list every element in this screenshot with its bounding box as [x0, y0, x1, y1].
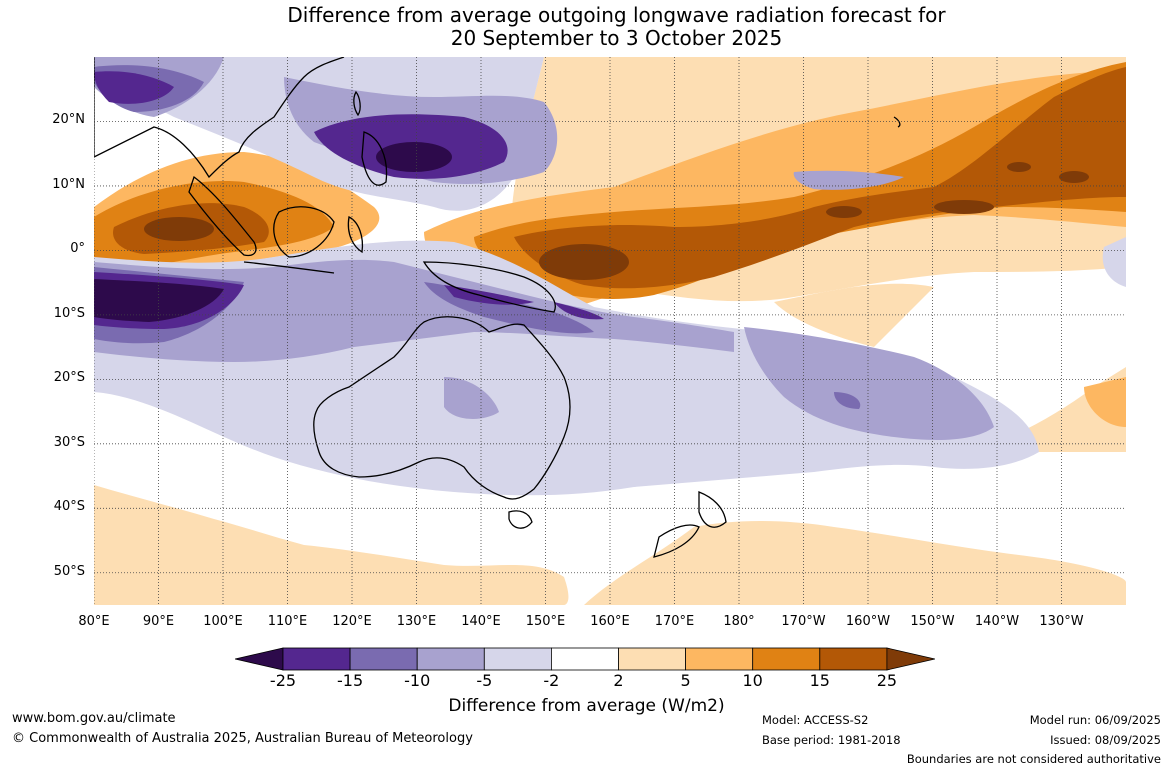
longitude-label: 110°E	[267, 614, 308, 629]
longitude-label: 80°E	[78, 614, 110, 629]
colorbar-segment	[550, 647, 619, 671]
colorbar-tick-label: -2	[543, 671, 560, 690]
colorbar-tick-label: 10	[742, 671, 763, 690]
latitude-label: 20°N	[52, 112, 85, 128]
model-text: Model: ACCESS-S2	[762, 713, 869, 727]
colorbar-tick-label: -15	[337, 671, 364, 690]
anomaly-extreme-negative	[94, 142, 452, 322]
colorbar-segment	[752, 647, 821, 671]
website-text: www.bom.gov.au/climate	[12, 711, 176, 726]
colorbar-tick-label: -10	[404, 671, 431, 690]
longitude-label: 170°E	[654, 614, 695, 629]
longitude-label: 170°W	[781, 614, 826, 629]
longitude-label: 130°E	[396, 614, 437, 629]
colorbar-arrow-high	[886, 647, 935, 671]
longitude-label: 160°W	[845, 614, 891, 629]
title-line-1: Difference from average outgoing longwav…	[287, 3, 946, 27]
colorbar-segment	[349, 647, 418, 671]
anomaly-southern-weak-positive	[94, 367, 1126, 605]
coastlines	[94, 57, 901, 558]
latitude-label: 10°N	[52, 176, 85, 192]
latitude-label: 10°S	[53, 305, 85, 321]
longitude-label: 140°W	[974, 614, 1020, 629]
disclaimer-text: Boundaries are not considered authoritat…	[906, 752, 1161, 766]
longitude-label: 180°	[723, 614, 755, 629]
model-run-text: Model run: 06/09/2025	[1029, 713, 1161, 727]
anomaly-map	[94, 57, 1126, 605]
latitude-label: 0°	[70, 241, 85, 257]
longitude-label: 100°E	[203, 614, 243, 629]
latitude-label: 40°S	[53, 499, 85, 515]
longitude-label: 140°E	[461, 614, 501, 629]
issued-text: Issued: 08/09/2025	[1050, 733, 1161, 747]
graticule	[94, 57, 1126, 605]
colorbar-segment	[483, 647, 552, 671]
colorbar-arrow-low	[235, 647, 284, 671]
colorbar-segment	[282, 647, 351, 671]
colorbar-segment	[685, 647, 754, 671]
map-panel	[94, 57, 1126, 605]
colorbar-label: Difference from average (W/m2)	[448, 696, 725, 716]
longitude-label: 150°E	[525, 614, 566, 629]
longitude-label: 130°W	[1039, 614, 1084, 629]
title-line-2: 20 September to 3 October 2025	[450, 26, 783, 50]
anomaly-extreme-positive	[144, 162, 1089, 280]
colorbar-tick-label: 5	[680, 671, 691, 690]
longitude-label: 90°E	[142, 614, 175, 629]
colorbar	[235, 647, 935, 671]
colorbar-tick-label: 15	[809, 671, 830, 690]
colorbar-tick-label: -25	[269, 671, 297, 690]
latitude-label: 50°S	[53, 563, 85, 579]
colorbar-tick-label: 25	[876, 671, 898, 690]
base-period-text: Base period: 1981-2018	[762, 733, 901, 747]
longitude-label: 120°E	[332, 614, 372, 629]
colorbar-segment	[618, 647, 686, 671]
colorbar-tick-label: -5	[476, 671, 493, 690]
longitude-label: 150°W	[910, 614, 955, 629]
latitude-label: 20°S	[53, 370, 85, 386]
copyright-text: © Commonwealth of Australia 2025, Austra…	[12, 731, 473, 746]
longitude-label: 160°E	[590, 614, 630, 629]
colorbar-tick-label: 2	[613, 671, 624, 690]
colorbar-segment	[819, 647, 888, 671]
colorbar-segment	[416, 647, 485, 671]
map-title: Difference from average outgoing longwav…	[0, 4, 1173, 50]
latitude-label: 30°S	[53, 434, 85, 450]
